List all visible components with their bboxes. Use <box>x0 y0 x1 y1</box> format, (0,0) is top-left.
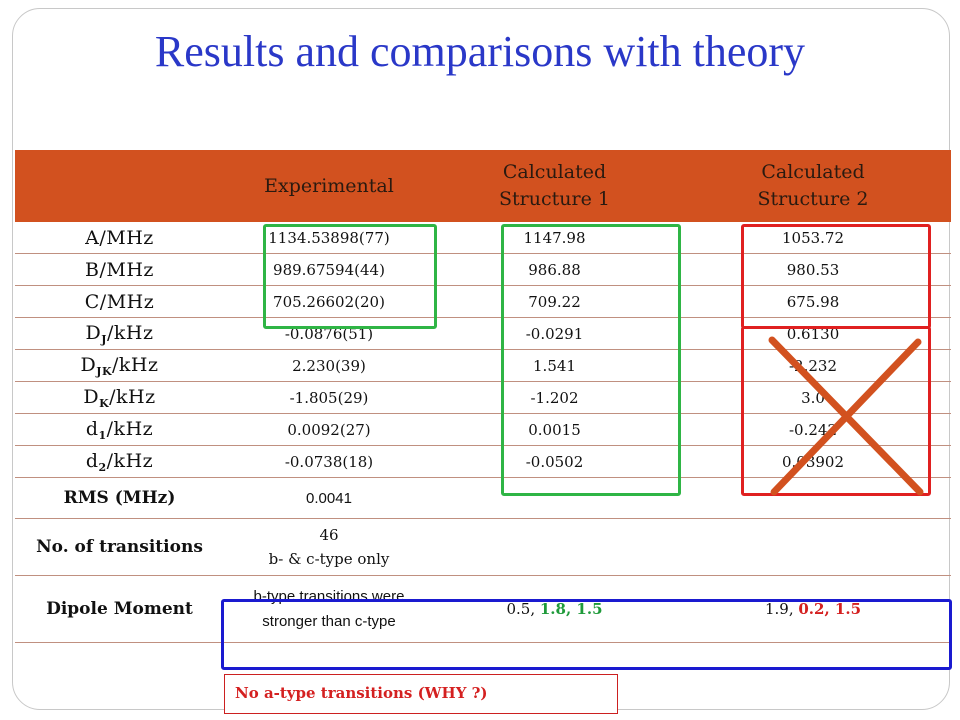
label-unit: /kHz <box>112 353 159 376</box>
dipole-s2-prefix: 1.9, <box>764 600 799 618</box>
header-structure-2-line2: Structure 2 <box>757 188 869 210</box>
slide-title: Results and comparisons with theory <box>154 27 806 76</box>
table-row-rms: RMS (MHz) 0.0041 <box>15 477 951 519</box>
s1-value-d2: -0.0502 <box>434 445 675 478</box>
header-structure-1: Calculated Structure 1 <box>434 150 675 222</box>
s2-value-dipole: 1.9, 0.2, 1.5 <box>675 575 951 643</box>
row-label-d1: d1/kHz <box>15 413 224 446</box>
exp-value-c: 705.26602(20) <box>224 285 434 318</box>
row-label-transitions: No. of transitions <box>15 518 224 576</box>
table-row-dj: DJ/kHz -0.0876(51) -0.0291 0.6130 <box>15 317 951 350</box>
row-label-d2: d2/kHz <box>15 445 224 478</box>
header-blank <box>15 150 224 222</box>
exp-value-d1: 0.0092(27) <box>224 413 434 446</box>
s1-value-dipole: 0.5, 1.8, 1.5 <box>434 575 675 643</box>
s1-value-c: 709.22 <box>434 285 675 318</box>
header-structure-2-line1: Calculated <box>761 161 865 183</box>
structure-1-highlight-box <box>501 224 681 496</box>
experimental-highlight-box <box>263 224 437 329</box>
dipole-highlight-box <box>221 599 952 670</box>
dipole-s1-highlight: 1.8, 1.5 <box>539 600 603 618</box>
s1-value-transitions <box>434 518 675 576</box>
exp-value-rms: 0.0041 <box>224 477 434 519</box>
s2-value-dj: 0.6130 <box>675 317 951 350</box>
dipole-s2-red: 0.2, <box>798 600 830 618</box>
label-main: D <box>85 321 102 344</box>
table-row-d2: d2/kHz -0.0738(18) -0.0502 0.03902 <box>15 445 951 478</box>
transitions-note: b- & c-type only <box>268 550 390 568</box>
label-main: d <box>85 449 99 472</box>
header-structure-2: Calculated Structure 2 <box>675 150 951 222</box>
row-label-dipole: Dipole Moment <box>15 575 224 643</box>
row-label-dj: DJ/kHz <box>15 317 224 350</box>
s2-value-b: 980.53 <box>675 253 951 286</box>
table-row-b: B/MHz 989.67594(44) 986.88 980.53 <box>15 253 951 286</box>
s2-value-rms <box>675 477 951 519</box>
transitions-count: 46 <box>319 526 339 544</box>
s2-value-c: 675.98 <box>675 285 951 318</box>
table-row-a: A/MHz 1134.53898(77) 1147.98 1053.72 <box>15 222 951 254</box>
header-experimental: Experimental <box>224 150 434 222</box>
header-structure-1-line1: Calculated <box>502 161 607 183</box>
label-sub: JK <box>96 364 112 378</box>
label-sub: J <box>101 332 107 346</box>
row-label-a: A/MHz <box>15 222 224 254</box>
table-row-transitions: No. of transitions 46 b- & c-type only <box>15 518 951 576</box>
s1-value-d1: 0.0015 <box>434 413 675 446</box>
exp-value-d2: -0.0738(18) <box>224 445 434 478</box>
label-main: D <box>80 353 97 376</box>
row-label-b: B/MHz <box>15 253 224 286</box>
s1-value-dk: -1.202 <box>434 381 675 414</box>
s2-value-a: 1053.72 <box>675 222 951 254</box>
label-sub: 2 <box>98 460 107 474</box>
s1-value-djk: 1.541 <box>434 349 675 382</box>
s1-value-rms <box>434 477 675 519</box>
exp-value-djk: 2.230(39) <box>224 349 434 382</box>
row-label-rms: RMS (MHz) <box>15 477 224 519</box>
dipole-exp-line2: stronger than c-type <box>262 613 396 630</box>
header-structure-1-line2: Structure 1 <box>499 188 610 210</box>
row-label-c: C/MHz <box>15 285 224 318</box>
exp-value-dk: -1.805(29) <box>224 381 434 414</box>
label-sub: K <box>99 396 110 410</box>
results-table: Experimental Calculated Structure 1 Calc… <box>15 150 951 643</box>
row-label-djk: DJK/kHz <box>15 349 224 382</box>
label-main: D <box>83 385 100 408</box>
s1-value-dj: -0.0291 <box>434 317 675 350</box>
exp-value-b: 989.67594(44) <box>224 253 434 286</box>
label-unit: /kHz <box>106 449 154 472</box>
label-unit: /kHz <box>106 417 154 440</box>
structure-2-bad-box <box>741 326 931 496</box>
dipole-s2-green: 1.5 <box>829 600 862 618</box>
row-label-dk: DK/kHz <box>15 381 224 414</box>
s2-value-transitions <box>675 518 951 576</box>
label-main: d <box>85 417 99 440</box>
exp-value-a: 1134.53898(77) <box>224 222 434 254</box>
table-row-d1: d1/kHz 0.0092(27) 0.0015 -0.242 <box>15 413 951 446</box>
s1-value-b: 986.88 <box>434 253 675 286</box>
exp-value-dj: -0.0876(51) <box>224 317 434 350</box>
table-row-dipole: Dipole Moment b-type transitions were st… <box>15 575 951 643</box>
table-header-row: Experimental Calculated Structure 1 Calc… <box>15 150 951 222</box>
label-unit: /kHz <box>109 385 156 408</box>
s2-value-d1: -0.242 <box>675 413 951 446</box>
table-row-c: C/MHz 705.26602(20) 709.22 675.98 <box>15 285 951 318</box>
label-unit: /kHz <box>106 321 154 344</box>
label-sub: 1 <box>98 428 107 442</box>
cross-line-2 <box>770 338 922 496</box>
dipole-s1-prefix: 0.5, <box>506 600 540 618</box>
s1-value-a: 1147.98 <box>434 222 675 254</box>
no-a-type-note: No a-type transitions (WHY ?) <box>224 674 618 714</box>
exp-value-transitions: 46 b- & c-type only <box>224 518 434 576</box>
table-row-dk: DK/kHz -1.805(29) -1.202 3.0 <box>15 381 951 414</box>
